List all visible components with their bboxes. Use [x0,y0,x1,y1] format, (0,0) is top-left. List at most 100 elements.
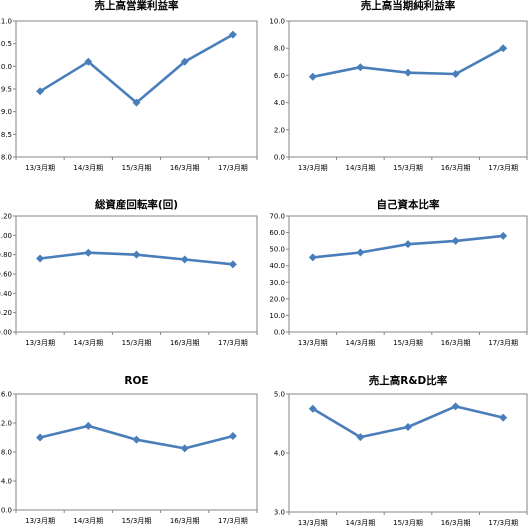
x-tick-label: 15/3月期 [122,339,152,347]
x-tick-label: 16/3月期 [170,164,200,172]
data-point [84,421,93,430]
chart-title: 総資産回転率(回) [95,198,178,211]
y-tick-label: 9.0 [1,108,12,116]
y-tick-label: 0.0 [274,154,285,162]
data-point [451,402,460,411]
x-tick-label: 14/3月期 [73,339,103,347]
x-tick-label: 13/3月期 [25,164,55,172]
y-tick-label: 0.60 [0,271,12,279]
x-tick-label: 13/3月期 [298,519,328,526]
data-point [228,260,237,269]
y-tick-label: 10.0 [0,63,12,71]
y-tick-label: 10.0 [269,18,285,26]
x-tick-label: 14/3月期 [346,339,376,347]
y-tick-label: 20.0 [269,295,285,303]
y-tick-label: 9.5 [1,86,12,94]
x-tick-label: 13/3月期 [25,517,55,525]
plot-area-frame [288,393,528,513]
chart-panel-5: ROE 0.0 4.0 8.0 12.0 16.0 13/3月期 14/3月期 15/3月期 16… [0,375,258,525]
data-point [451,236,460,245]
y-tick-label: 50.0 [269,246,285,254]
data-point [356,433,365,442]
y-tick-label: 8.0 [1,154,12,162]
plot-area-frame [15,215,258,333]
chart-panel-2: 売上高当期純利益率 0.0 2.0 4.0 6.0 8.0 10.0 13/3月期 14/3月期… [269,0,528,172]
y-tick-label: 0.0 [1,507,12,515]
data-point [356,248,365,257]
y-tick-label: 2.0 [274,126,285,134]
data-point [499,413,508,422]
x-tick-label: 15/3月期 [393,519,423,526]
data-point [132,98,141,107]
x-tick-label: 16/3月期 [170,517,200,525]
data-point [36,433,45,442]
y-tick-label: 30.0 [269,279,285,287]
data-point [308,253,317,262]
y-tick-label: 11.0 [0,18,12,26]
x-tick-label: 16/3月期 [441,339,471,347]
y-tick-label: 8.5 [1,131,12,139]
x-tick-label: 14/3月期 [346,164,376,172]
chart-title: 自己資本比率 [377,198,440,211]
y-tick-label: 1.20 [0,213,12,221]
y-tick-label: 10.0 [269,312,285,320]
x-tick-label: 13/3月期 [298,164,328,172]
x-tick-label: 14/3月期 [73,517,103,525]
x-tick-label: 17/3月期 [488,339,518,347]
y-tick-label: 4.0 [1,478,12,486]
series-line [312,405,504,439]
x-tick-label: 13/3月期 [298,339,328,347]
y-tick-label: 8.0 [1,449,12,457]
x-tick-label: 15/3月期 [122,164,152,172]
x-tick-label: 17/3月期 [218,339,248,347]
y-tick-label: 1.00 [0,232,12,240]
chart-title: ROE [124,375,148,387]
data-point [356,63,365,72]
chart-panel-6: 売上高R&D比率 3.0 4.0 5.0 13/3月期 14/3月期 15/3月期 16/3月… [274,374,528,526]
data-point [451,70,460,79]
x-tick-label: 15/3月期 [393,339,423,347]
data-point [84,57,93,66]
data-point [228,30,237,39]
x-tick-label: 17/3月期 [488,519,518,526]
series-line [39,33,234,104]
plot-area-frame [288,215,528,333]
x-tick-label: 17/3月期 [218,517,248,525]
y-tick-label: 5.0 [274,391,285,399]
x-tick-label: 16/3月期 [441,164,471,172]
data-point [228,432,237,441]
data-point [499,44,508,53]
data-point [180,444,189,453]
data-point [180,255,189,264]
x-tick-label: 16/3月期 [441,519,471,526]
y-tick-label: 12.0 [0,420,12,428]
x-tick-label: 17/3月期 [488,164,518,172]
chart-title: 売上高営業利益率 [95,0,179,12]
x-tick-label: 14/3月期 [346,519,376,526]
x-tick-label: 16/3月期 [170,339,200,347]
data-point [84,248,93,257]
y-tick-label: 40.0 [269,262,285,270]
y-tick-label: 4.0 [274,99,285,107]
data-point [404,68,412,77]
x-tick-label: 17/3月期 [218,164,248,172]
x-tick-label: 15/3月期 [122,517,152,525]
chart-title: 売上高当期純利益率 [361,0,456,12]
data-point [308,72,317,81]
data-point [36,254,45,263]
y-tick-label: 8.0 [274,45,285,53]
y-tick-label: 0.0 [274,329,285,337]
y-tick-label: 3.0 [274,509,285,517]
data-point [132,435,141,444]
data-point [180,57,189,66]
chart-panel-1: 売上高営業利益率 8.0 8.5 9.0 9.5 10.0 10.5 11.0 13/3月期 14… [0,0,258,172]
y-tick-label: 4.0 [274,450,285,458]
chart-title: 売上高R&D比率 [369,374,448,387]
data-point [308,404,317,413]
y-tick-label: 0.80 [0,251,12,259]
data-point [404,240,412,249]
y-tick-label: 0.00 [0,329,12,337]
y-tick-label: 10.5 [0,40,12,48]
chart-panel-4: 自己資本比率 0.0 10.0 20.0 30.0 40.0 50.0 60.0 70.0 13/… [269,198,528,347]
